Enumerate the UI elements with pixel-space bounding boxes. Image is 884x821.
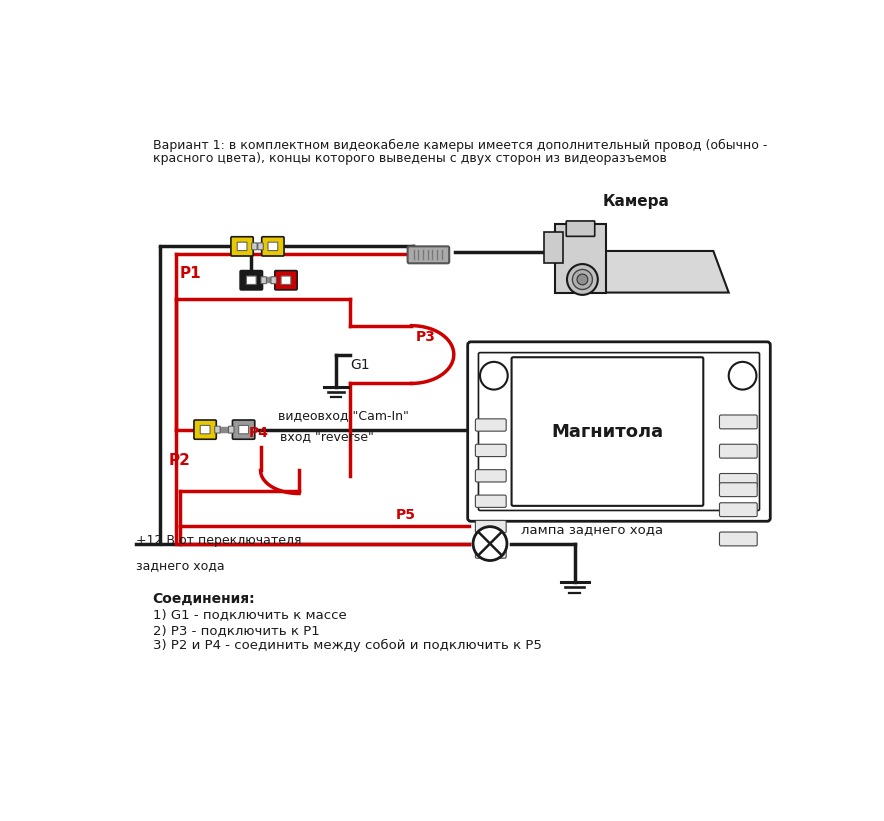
FancyBboxPatch shape [476, 419, 507, 431]
Text: видеовход "Cam-In": видеовход "Cam-In" [278, 409, 409, 422]
Text: вход "reverse": вход "reverse" [280, 430, 374, 443]
FancyBboxPatch shape [281, 276, 291, 284]
FancyBboxPatch shape [478, 353, 759, 511]
Circle shape [577, 274, 588, 285]
Text: G1: G1 [350, 359, 370, 373]
FancyBboxPatch shape [262, 236, 284, 256]
Circle shape [573, 269, 592, 290]
Circle shape [480, 362, 507, 390]
FancyBboxPatch shape [476, 546, 507, 558]
Text: P2: P2 [168, 452, 190, 468]
Text: +12 В от переключателя: +12 В от переключателя [136, 534, 301, 548]
Text: Вариант 1: в комплектном видеокабеле камеры имеется дополнительный провод (обычн: Вариант 1: в комплектном видеокабеле кам… [153, 139, 767, 152]
Text: 2) Р3 - подключить к Р1: 2) Р3 - подключить к Р1 [153, 624, 319, 636]
FancyBboxPatch shape [229, 426, 234, 433]
Text: лампа заднего хода: лампа заднего хода [521, 523, 663, 536]
FancyBboxPatch shape [720, 474, 758, 488]
FancyBboxPatch shape [275, 271, 297, 290]
FancyBboxPatch shape [271, 277, 277, 284]
Text: P5: P5 [395, 508, 415, 522]
Text: заднего хода: заднего хода [136, 559, 225, 572]
FancyBboxPatch shape [512, 357, 704, 506]
FancyBboxPatch shape [239, 425, 248, 433]
FancyBboxPatch shape [408, 246, 449, 264]
FancyBboxPatch shape [261, 277, 266, 284]
FancyBboxPatch shape [200, 425, 210, 433]
Text: P1: P1 [179, 266, 202, 281]
FancyBboxPatch shape [476, 444, 507, 456]
FancyBboxPatch shape [258, 243, 263, 250]
Polygon shape [555, 251, 728, 292]
FancyBboxPatch shape [567, 221, 595, 236]
Circle shape [728, 362, 757, 390]
FancyBboxPatch shape [720, 502, 758, 516]
FancyBboxPatch shape [194, 420, 217, 439]
Text: 1) G1 - подключить к массе: 1) G1 - подключить к массе [153, 608, 347, 621]
Text: P3: P3 [415, 329, 435, 343]
Polygon shape [555, 224, 606, 292]
FancyBboxPatch shape [240, 271, 263, 290]
FancyBboxPatch shape [720, 444, 758, 458]
FancyBboxPatch shape [720, 483, 758, 497]
Text: 3) Р2 и Р4 - соединить между собой и подключить к Р5: 3) Р2 и Р4 - соединить между собой и под… [153, 639, 542, 652]
FancyBboxPatch shape [476, 495, 507, 507]
Text: Магнитола: Магнитола [552, 423, 664, 441]
FancyBboxPatch shape [231, 236, 253, 256]
Circle shape [473, 526, 507, 561]
FancyBboxPatch shape [232, 420, 255, 439]
FancyBboxPatch shape [215, 426, 220, 433]
Polygon shape [544, 232, 563, 263]
FancyBboxPatch shape [468, 342, 770, 521]
FancyBboxPatch shape [720, 532, 758, 546]
FancyBboxPatch shape [247, 276, 256, 284]
FancyBboxPatch shape [252, 243, 257, 250]
Text: Камера: Камера [603, 194, 670, 209]
Text: P4: P4 [249, 425, 269, 439]
FancyBboxPatch shape [476, 521, 507, 533]
FancyBboxPatch shape [237, 242, 247, 250]
Circle shape [567, 264, 598, 295]
Text: красного цвета), концы которого выведены с двух сторон из видеоразъемов: красного цвета), концы которого выведены… [153, 153, 667, 165]
FancyBboxPatch shape [476, 470, 507, 482]
FancyBboxPatch shape [720, 415, 758, 429]
FancyBboxPatch shape [268, 242, 278, 250]
Text: Соединения:: Соединения: [153, 591, 255, 605]
